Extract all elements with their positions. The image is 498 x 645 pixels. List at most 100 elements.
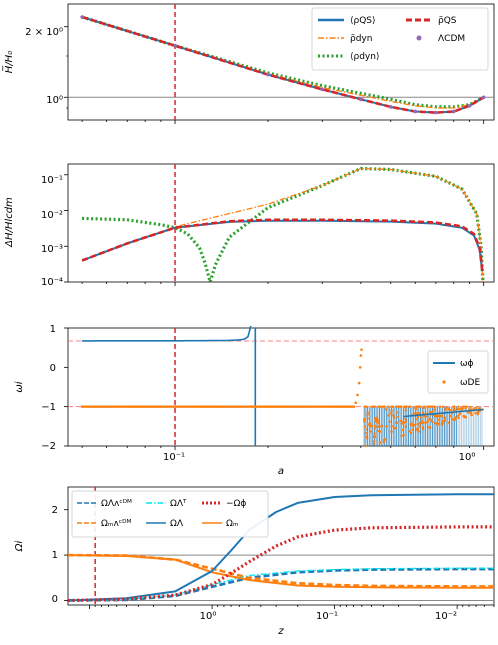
panel-3-omega-de-pt-34	[146, 405, 150, 408]
panel-3-omega-de-pt-86	[247, 405, 251, 408]
panel-1-series-4-point-2	[266, 72, 270, 77]
panel-3-omega-de-osc-151	[392, 426, 396, 430]
panel-3-omega-de-pt-87	[249, 405, 253, 408]
panel-3-omega-de-pt-116	[306, 405, 309, 408]
panel-3-omega-de-pt-124	[321, 405, 325, 408]
panel-3-ytick-label-3: −2	[41, 441, 56, 452]
panel-1-frame	[67, 3, 495, 121]
panel-3-omega-de-pt-3	[86, 405, 90, 408]
panel-3-omega-de-osc-259	[459, 407, 463, 410]
panel-2-ytick-label-1: 10⁻²	[41, 210, 63, 221]
panel-3-omega-de-pt-138	[348, 405, 352, 408]
panel-3-omega-de-pt-127	[327, 405, 331, 408]
panel-3-omega-de-pt-99	[273, 405, 276, 408]
panel-3-omega-de-pt-19	[117, 405, 121, 408]
panel-3-omega-de-osc-244	[423, 405, 426, 408]
panel-3-omega-de-pt-1	[82, 405, 86, 408]
panel-3-omega-de-pt-102	[278, 405, 282, 408]
panel-3-omega-de-osc-199	[387, 405, 390, 408]
panel-3-omega-de-pt-23	[125, 405, 129, 408]
panel-3-omega-de-osc-80	[426, 415, 429, 418]
panel-4: 0 1 2 Ωi 10⁰ 10⁻¹ 10⁻² z ΩΛᴧᶜᴰᴹ Ωₘᴧᶜᴰᴹ Ω…	[14, 486, 495, 637]
panel-1-series-4-point-7	[434, 110, 438, 115]
panel-3-omega-de-pt-82	[240, 405, 243, 408]
panel-4-xtick-label-1: 10⁻¹	[316, 611, 338, 622]
panel-3-omega-de-osc-17	[416, 422, 419, 426]
panel-3-omega-de-osc-45	[363, 425, 367, 428]
panel-3-omega-de-pt-14	[108, 405, 111, 408]
panel-3-omega-de-osc-205	[366, 417, 369, 420]
panel-3-omega-de-pt-88	[251, 405, 255, 408]
panel-3-omega-de-osc-192	[418, 421, 421, 425]
panel-3-omega-de-osc-209	[454, 418, 457, 421]
panel-3-omega-de-pt-107	[288, 405, 292, 408]
panel-3-omega-de-osc-215	[408, 405, 412, 408]
panel-3-omega-de-pt-36	[150, 405, 154, 408]
panel-3-legend-label-1: ωDE	[460, 378, 480, 388]
panel-3-omega-de-pt-123	[319, 405, 323, 408]
panel-3-omega-de-pt-17	[113, 405, 117, 408]
panel-3-omega-de-pt-64	[205, 405, 208, 408]
panel-3-omega-de-osc-229	[452, 405, 455, 408]
panel-3-omega-de-pt-134	[341, 405, 344, 408]
panel-3-omega-de-pt-8	[96, 405, 99, 408]
panel-4-legend-box	[71, 490, 269, 538]
panel-3-omega-de-pt-35	[148, 405, 152, 408]
panel-3-omega-de-pt-66	[208, 405, 212, 408]
panel-2-series-0-line	[81, 219, 484, 272]
panel-3-omega-de-pt-130	[333, 405, 336, 408]
panel-1-ticks	[64, 26, 485, 124]
panel-3-omega-de-osc-243	[378, 425, 381, 428]
panel-3-omega-de-osc-219	[373, 419, 377, 422]
panel-3-omega-de-osc-87	[457, 405, 460, 408]
panel-3-omega-de-pt-10	[100, 405, 103, 408]
panel-3-omega-de-osc-63	[390, 424, 393, 428]
panel-3-omega-de-osc-152	[369, 425, 372, 428]
panel-1-series-4-point-6	[413, 109, 418, 114]
panel-3-omega-de-pt-119	[311, 405, 315, 408]
panel-3-omega-de-pt-132	[337, 405, 340, 408]
panel-4-frame	[67, 486, 495, 606]
panel-1-legend-label-2: ⟨ρdyn⟩	[350, 52, 379, 62]
panel-3-omega-de-osc-156	[418, 425, 421, 428]
panel-3-omega-de-pt-47	[172, 405, 175, 408]
panel-3-omega-de-osc-231	[365, 435, 368, 438]
panel-3-omega-de-pt-5	[90, 405, 94, 408]
panel-3-omega-de-osc-37	[465, 405, 468, 408]
panel-3-omega-de-osc-233	[364, 444, 368, 448]
panel-3-omega-de-pt-63	[203, 405, 206, 408]
panel-4-legend-label-3: ΩΛ	[170, 519, 184, 529]
panel-3-omega-de-pt-74	[224, 405, 228, 408]
panel-3-omega-de-osc-247	[390, 430, 393, 433]
panel-3-omega-de-osc-183	[373, 424, 377, 427]
panel-4-ytick-label-0: 0	[52, 594, 58, 605]
panel-3-omega-de-osc-92	[440, 414, 444, 418]
panel-3-omega-de-pt-27	[133, 405, 136, 408]
panel-2-series	[81, 164, 485, 284]
panel-3-omega-de-osc-217	[431, 410, 434, 413]
panel-3-omega-de-pt-131	[335, 405, 338, 408]
panel-4-ylabel: Ωi	[14, 541, 25, 553]
panel-3-omega-de-pt-21	[121, 405, 125, 408]
panel-3-omega-de-osc-42	[388, 420, 392, 423]
panel-2-ytick-label-3: 10⁻⁴	[41, 277, 63, 288]
panel-3-omega-de-osc-114	[402, 433, 405, 437]
panel-3-omega-de-osc-184	[372, 436, 376, 439]
panel-3-omega-de-osc-119	[409, 431, 412, 435]
panel-3-omega-de-pt-37	[152, 405, 156, 408]
panel-3-omega-de-pt-109	[292, 405, 296, 408]
panel-3-omega-de-spike-1	[356, 393, 359, 397]
panel-3-omega-de-pt-7	[94, 405, 98, 408]
panel-3-omega-de-osc-78	[415, 418, 418, 421]
panel-3-omega-de-pt-140	[352, 405, 356, 408]
panel-3-omega-de-pt-55	[187, 405, 191, 408]
panel-3-omega-de-pt-6	[92, 405, 96, 408]
panel-3-omega-de-pt-129	[331, 405, 334, 408]
panel-3-omega-de-pt-29	[137, 405, 140, 408]
panel-3-omega-de-pt-90	[255, 405, 259, 408]
panel-4-legend-label-5: Ωₘ	[226, 519, 239, 529]
panel-3-omega-de-osc-232	[398, 405, 401, 408]
panel-3-omega-de-osc-258	[430, 418, 433, 421]
panel-3-omega-de-osc-39	[452, 408, 455, 412]
panel-1-series-4-point-4	[359, 97, 363, 102]
